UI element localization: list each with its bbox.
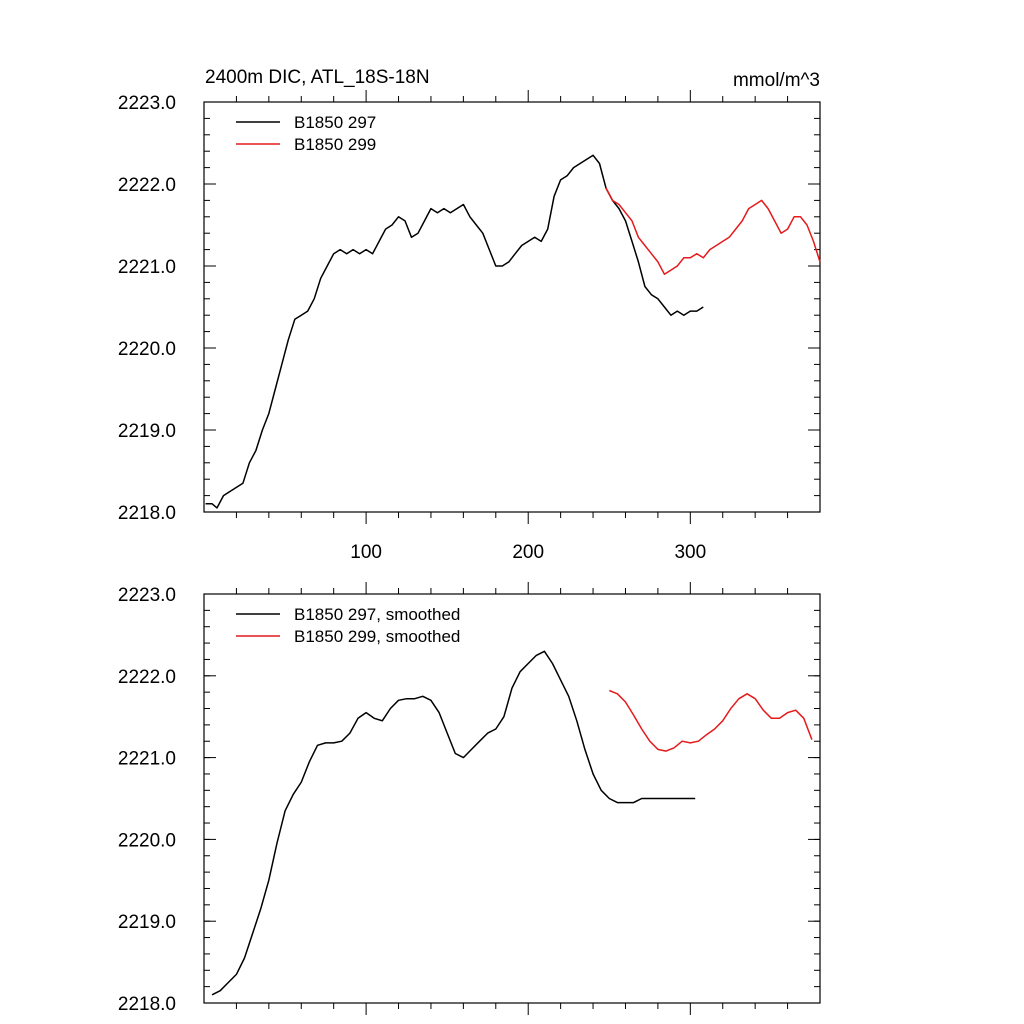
legend-label: B1850 297 [294, 113, 376, 132]
series-line-b1850-297 [205, 154, 704, 509]
y-tick-label: 2219.0 [118, 912, 176, 933]
x-tick-label: 200 [512, 542, 544, 563]
y-tick-label: 2220.0 [118, 339, 176, 360]
plot-frame [203, 593, 821, 1004]
y-tick-label: 2223.0 [118, 585, 176, 606]
chart-title: 2400m DIC, ATL_18S-18N [205, 67, 430, 88]
legend-label: B1850 299 [294, 135, 376, 154]
x-tick-label: 300 [674, 542, 706, 563]
top-panel: 2218.0 2219.0 2220.0 2221.0 2222.0 2223.0 100 2… [118, 90, 821, 563]
y-tick-label: 2223.0 [118, 93, 176, 114]
y-tick-label: 2220.0 [118, 830, 176, 851]
legend-label: B1850 297, smoothed [294, 605, 460, 624]
x-tick-label: 100 [350, 542, 382, 563]
series-line-b1850-299-smoothed [609, 689, 813, 752]
y-tick-label: 2218.0 [118, 503, 176, 524]
series-line-b1850-297-smoothed [211, 650, 696, 996]
y-tick-label: 2222.0 [118, 667, 176, 688]
y-tick-label: 2221.0 [118, 749, 176, 770]
y-tick-label: 2219.0 [118, 421, 176, 442]
plot-frame [203, 101, 821, 513]
legend-label: B1850 299, smoothed [294, 627, 460, 646]
y-tick-label: 2222.0 [118, 175, 176, 196]
units-label: mmol/m^3 [733, 70, 820, 91]
series-line-b1850-299 [605, 187, 821, 275]
y-tick-label: 2218.0 [118, 994, 176, 1015]
bottom-panel: 2218.0 2219.0 2220.0 2221.0 2222.0 2223.0 B185… [118, 582, 821, 1015]
y-tick-label: 2221.0 [118, 257, 176, 278]
